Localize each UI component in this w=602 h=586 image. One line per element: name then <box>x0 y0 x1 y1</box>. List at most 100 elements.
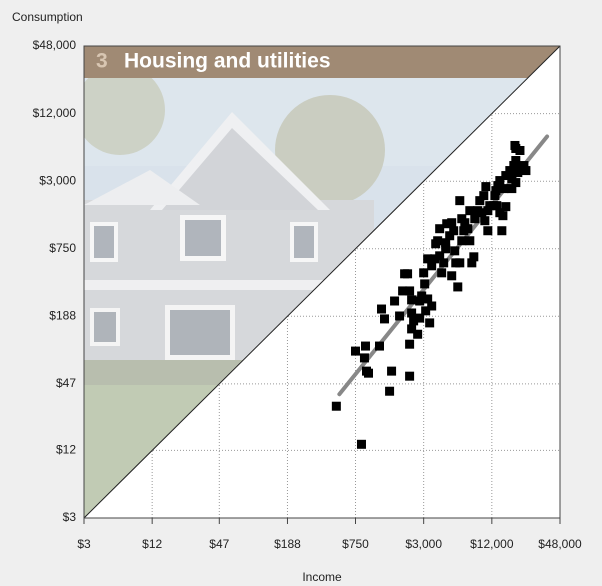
y-tick-label: $750 <box>49 241 76 255</box>
point <box>465 236 475 246</box>
point <box>501 202 511 212</box>
point <box>407 295 417 305</box>
point <box>521 166 531 176</box>
point <box>450 246 460 256</box>
point <box>439 258 449 268</box>
plot-border <box>83 45 561 519</box>
y-tick-label: $188 <box>49 308 76 322</box>
point <box>477 208 487 218</box>
point <box>453 282 463 292</box>
point <box>427 261 437 271</box>
point <box>423 254 433 264</box>
point <box>403 269 413 279</box>
point <box>385 386 395 396</box>
point <box>351 346 361 356</box>
point <box>409 316 419 326</box>
point <box>375 341 385 351</box>
point <box>459 226 469 236</box>
x-tick-label: $12,000 <box>470 537 514 551</box>
point <box>493 181 503 191</box>
point <box>356 439 366 449</box>
x-tick-label: $188 <box>274 537 301 551</box>
point <box>359 353 369 363</box>
point <box>442 219 452 229</box>
point <box>360 341 370 351</box>
x-tick-label: $47 <box>209 537 229 551</box>
point <box>499 184 509 194</box>
point <box>469 252 479 262</box>
point <box>420 279 430 289</box>
point <box>465 206 475 216</box>
point <box>511 178 521 188</box>
point <box>405 286 415 296</box>
x-tick-label: $48,000 <box>538 537 582 551</box>
y-tick-label: $12,000 <box>33 106 77 120</box>
y-axis-label: Consumption <box>12 10 83 24</box>
point <box>390 296 400 306</box>
point <box>435 251 445 261</box>
point <box>415 296 425 306</box>
x-axis-label: Income <box>302 570 342 584</box>
point <box>490 191 500 201</box>
point <box>509 161 519 171</box>
point <box>501 171 511 181</box>
point <box>405 371 415 381</box>
point <box>430 254 440 264</box>
diagonal <box>83 45 561 519</box>
point <box>419 268 429 278</box>
point <box>445 231 455 241</box>
point <box>470 214 480 224</box>
point <box>483 226 493 236</box>
point <box>455 196 465 206</box>
point <box>511 156 521 166</box>
point <box>423 294 433 304</box>
y-tick-label: $12 <box>56 443 76 457</box>
point <box>457 236 467 246</box>
point <box>481 182 491 192</box>
point <box>377 304 387 314</box>
point <box>407 308 417 318</box>
point <box>435 224 445 234</box>
point <box>492 201 502 211</box>
point <box>407 324 417 334</box>
point <box>395 311 405 321</box>
point <box>421 306 431 316</box>
point <box>491 186 501 196</box>
point <box>364 368 374 378</box>
point <box>460 218 470 228</box>
x-tick-label: $12 <box>142 537 162 551</box>
point <box>415 313 425 323</box>
point <box>447 218 457 228</box>
y-tick-label: $48,000 <box>33 38 77 52</box>
x-tick-label: $750 <box>342 537 369 551</box>
y-tick-label: $3,000 <box>39 173 76 187</box>
x-tick-label: $3 <box>77 537 91 551</box>
point <box>498 211 508 221</box>
point <box>510 140 520 150</box>
title-number: 3 <box>96 50 108 73</box>
x-tick-label: $3,000 <box>405 537 442 551</box>
point <box>427 301 437 311</box>
point <box>507 184 517 194</box>
point <box>425 318 435 328</box>
point <box>441 238 451 248</box>
point <box>483 206 493 216</box>
point <box>437 268 447 278</box>
point <box>398 286 408 296</box>
y-tick-label: $47 <box>56 376 76 390</box>
point <box>431 239 441 249</box>
point <box>447 271 457 281</box>
point <box>467 258 477 268</box>
point <box>497 226 507 236</box>
point <box>479 191 489 201</box>
point <box>449 226 459 236</box>
point <box>505 166 515 176</box>
chart-title: Housing and utilities <box>124 50 331 73</box>
point <box>441 244 451 254</box>
point <box>331 401 341 411</box>
point <box>387 366 397 376</box>
point <box>515 145 525 155</box>
point <box>480 216 490 226</box>
point <box>451 258 461 268</box>
